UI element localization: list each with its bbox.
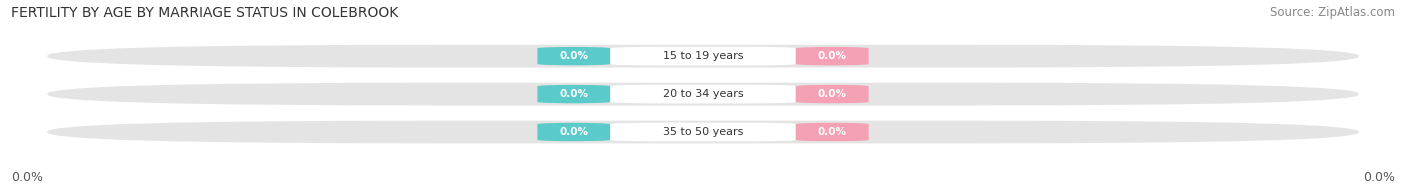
FancyBboxPatch shape: [537, 123, 610, 141]
FancyBboxPatch shape: [48, 45, 1358, 68]
Text: 0.0%: 0.0%: [818, 89, 846, 99]
Text: 0.0%: 0.0%: [560, 51, 588, 61]
Text: Source: ZipAtlas.com: Source: ZipAtlas.com: [1270, 6, 1395, 19]
Text: 0.0%: 0.0%: [1362, 171, 1395, 184]
FancyBboxPatch shape: [537, 47, 610, 65]
Text: 0.0%: 0.0%: [818, 127, 846, 137]
FancyBboxPatch shape: [796, 47, 869, 65]
Text: 0.0%: 0.0%: [818, 51, 846, 61]
FancyBboxPatch shape: [796, 85, 869, 103]
Text: 0.0%: 0.0%: [11, 171, 44, 184]
FancyBboxPatch shape: [48, 121, 1358, 143]
FancyBboxPatch shape: [48, 83, 1358, 105]
FancyBboxPatch shape: [610, 85, 796, 103]
Text: 35 to 50 years: 35 to 50 years: [662, 127, 744, 137]
FancyBboxPatch shape: [610, 47, 796, 65]
FancyBboxPatch shape: [796, 123, 869, 141]
Text: 20 to 34 years: 20 to 34 years: [662, 89, 744, 99]
Text: 0.0%: 0.0%: [560, 89, 588, 99]
Text: FERTILITY BY AGE BY MARRIAGE STATUS IN COLEBROOK: FERTILITY BY AGE BY MARRIAGE STATUS IN C…: [11, 6, 398, 20]
FancyBboxPatch shape: [610, 123, 796, 141]
Text: 0.0%: 0.0%: [560, 127, 588, 137]
Text: 15 to 19 years: 15 to 19 years: [662, 51, 744, 61]
FancyBboxPatch shape: [537, 85, 610, 103]
